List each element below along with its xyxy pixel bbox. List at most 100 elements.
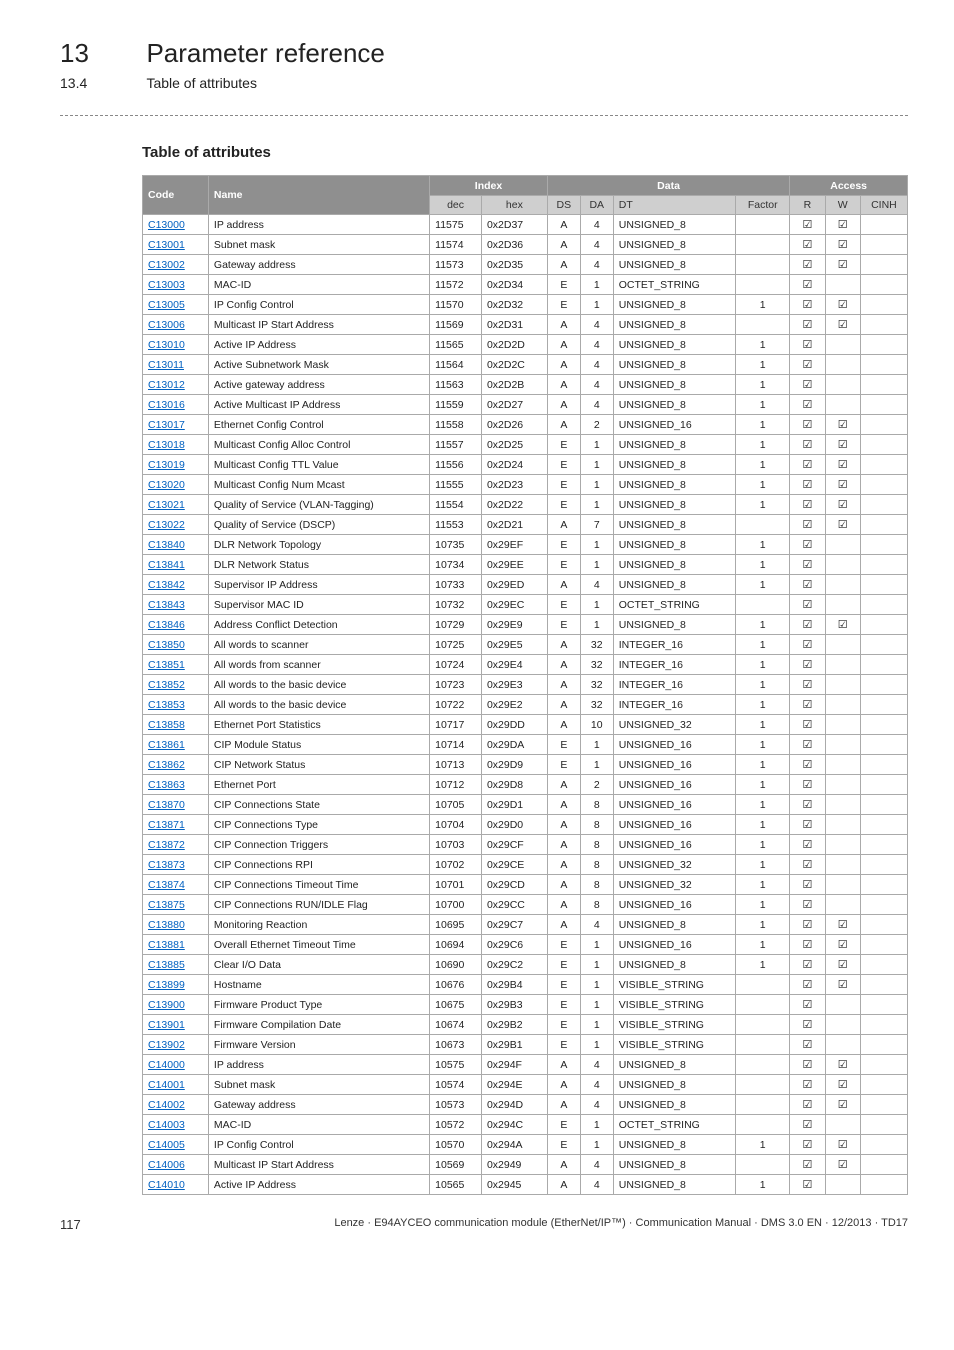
cell-code[interactable]: C13001 (143, 235, 209, 255)
cell-code[interactable]: C13871 (143, 815, 209, 835)
cell-code[interactable]: C13899 (143, 975, 209, 995)
cell-dec: 10574 (430, 1075, 482, 1095)
cell-da: 1 (580, 615, 613, 635)
cell-r: ☑ (790, 455, 825, 475)
table-row: C14006Multicast IP Start Address105690x2… (143, 1155, 908, 1175)
cell-code[interactable]: C13870 (143, 795, 209, 815)
cell-code[interactable]: C14010 (143, 1175, 209, 1195)
cell-code[interactable]: C13843 (143, 595, 209, 615)
cell-ds: A (547, 215, 580, 235)
cell-code[interactable]: C13861 (143, 735, 209, 755)
cell-ds: E (547, 1035, 580, 1055)
cell-hex: 0x294F (481, 1055, 547, 1075)
cell-code[interactable]: C13005 (143, 295, 209, 315)
cell-hex: 0x2D26 (481, 415, 547, 435)
cell-code[interactable]: C13862 (143, 755, 209, 775)
cell-code[interactable]: C13852 (143, 675, 209, 695)
cell-cinh (860, 1175, 907, 1195)
cell-dt: UNSIGNED_32 (613, 855, 735, 875)
cell-code[interactable]: C13020 (143, 475, 209, 495)
cell-da: 1 (580, 555, 613, 575)
cell-code[interactable]: C14001 (143, 1075, 209, 1095)
cell-code[interactable]: C13021 (143, 495, 209, 515)
cell-code[interactable]: C13010 (143, 335, 209, 355)
attributes-table: Code Name Index Data Access dec hex DS D… (142, 175, 908, 1195)
cell-r: ☑ (790, 835, 825, 855)
th-dt: DT (613, 196, 735, 215)
cell-code[interactable]: C13019 (143, 455, 209, 475)
cell-hex: 0x29CF (481, 835, 547, 855)
cell-code[interactable]: C13022 (143, 515, 209, 535)
cell-factor: 1 (736, 455, 790, 475)
cell-code[interactable]: C14006 (143, 1155, 209, 1175)
cell-code[interactable]: C13012 (143, 375, 209, 395)
cell-name: Supervisor MAC ID (208, 595, 429, 615)
table-row: C13870CIP Connections State107050x29D1A8… (143, 795, 908, 815)
cell-code[interactable]: C14003 (143, 1115, 209, 1135)
cell-code[interactable]: C13850 (143, 635, 209, 655)
cell-code[interactable]: C13880 (143, 915, 209, 935)
cell-name: MAC-ID (208, 275, 429, 295)
cell-code[interactable]: C13875 (143, 895, 209, 915)
cell-ds: A (547, 515, 580, 535)
cell-dec: 10572 (430, 1115, 482, 1135)
cell-code[interactable]: C14002 (143, 1095, 209, 1115)
cell-code[interactable]: C13900 (143, 995, 209, 1015)
cell-name: Overall Ethernet Timeout Time (208, 935, 429, 955)
cell-dec: 11555 (430, 475, 482, 495)
cell-name: Firmware Version (208, 1035, 429, 1055)
cell-dt: INTEGER_16 (613, 635, 735, 655)
cell-dec: 11558 (430, 415, 482, 435)
cell-dec: 10570 (430, 1135, 482, 1155)
cell-name: Firmware Compilation Date (208, 1015, 429, 1035)
cell-code[interactable]: C13006 (143, 315, 209, 335)
cell-r: ☑ (790, 415, 825, 435)
cell-dt: UNSIGNED_16 (613, 775, 735, 795)
cell-code[interactable]: C13881 (143, 935, 209, 955)
cell-code[interactable]: C14000 (143, 1055, 209, 1075)
table-row: C13843Supervisor MAC ID107320x29ECE1OCTE… (143, 595, 908, 615)
cell-name: All words to the basic device (208, 695, 429, 715)
cell-hex: 0x29E3 (481, 675, 547, 695)
cell-dt: UNSIGNED_8 (613, 575, 735, 595)
cell-code[interactable]: C13902 (143, 1035, 209, 1055)
cell-hex: 0x29B2 (481, 1015, 547, 1035)
cell-da: 1 (580, 955, 613, 975)
cell-cinh (860, 995, 907, 1015)
cell-code[interactable]: C13016 (143, 395, 209, 415)
cell-code[interactable]: C13901 (143, 1015, 209, 1035)
cell-w (825, 875, 860, 895)
cell-code[interactable]: C13000 (143, 215, 209, 235)
cell-code[interactable]: C13840 (143, 535, 209, 555)
cell-hex: 0x2D27 (481, 395, 547, 415)
cell-cinh (860, 815, 907, 835)
cell-code[interactable]: C13863 (143, 775, 209, 795)
cell-code[interactable]: C13841 (143, 555, 209, 575)
cell-cinh (860, 1155, 907, 1175)
cell-dt: UNSIGNED_8 (613, 395, 735, 415)
cell-code[interactable]: C13874 (143, 875, 209, 895)
cell-cinh (860, 215, 907, 235)
cell-da: 8 (580, 815, 613, 835)
cell-ds: A (547, 375, 580, 395)
cell-code[interactable]: C13885 (143, 955, 209, 975)
cell-dt: UNSIGNED_8 (613, 455, 735, 475)
cell-code[interactable]: C13842 (143, 575, 209, 595)
cell-code[interactable]: C13858 (143, 715, 209, 735)
cell-code[interactable]: C13853 (143, 695, 209, 715)
cell-code[interactable]: C13002 (143, 255, 209, 275)
cell-factor: 1 (736, 695, 790, 715)
cell-code[interactable]: C13003 (143, 275, 209, 295)
cell-factor: 1 (736, 615, 790, 635)
cell-code[interactable]: C14005 (143, 1135, 209, 1155)
cell-code[interactable]: C13873 (143, 855, 209, 875)
cell-name: CIP Connections Timeout Time (208, 875, 429, 895)
cell-code[interactable]: C13011 (143, 355, 209, 375)
cell-code[interactable]: C13017 (143, 415, 209, 435)
cell-code[interactable]: C13872 (143, 835, 209, 855)
cell-code[interactable]: C13851 (143, 655, 209, 675)
cell-factor (736, 255, 790, 275)
cell-ds: A (547, 395, 580, 415)
cell-code[interactable]: C13018 (143, 435, 209, 455)
cell-code[interactable]: C13846 (143, 615, 209, 635)
